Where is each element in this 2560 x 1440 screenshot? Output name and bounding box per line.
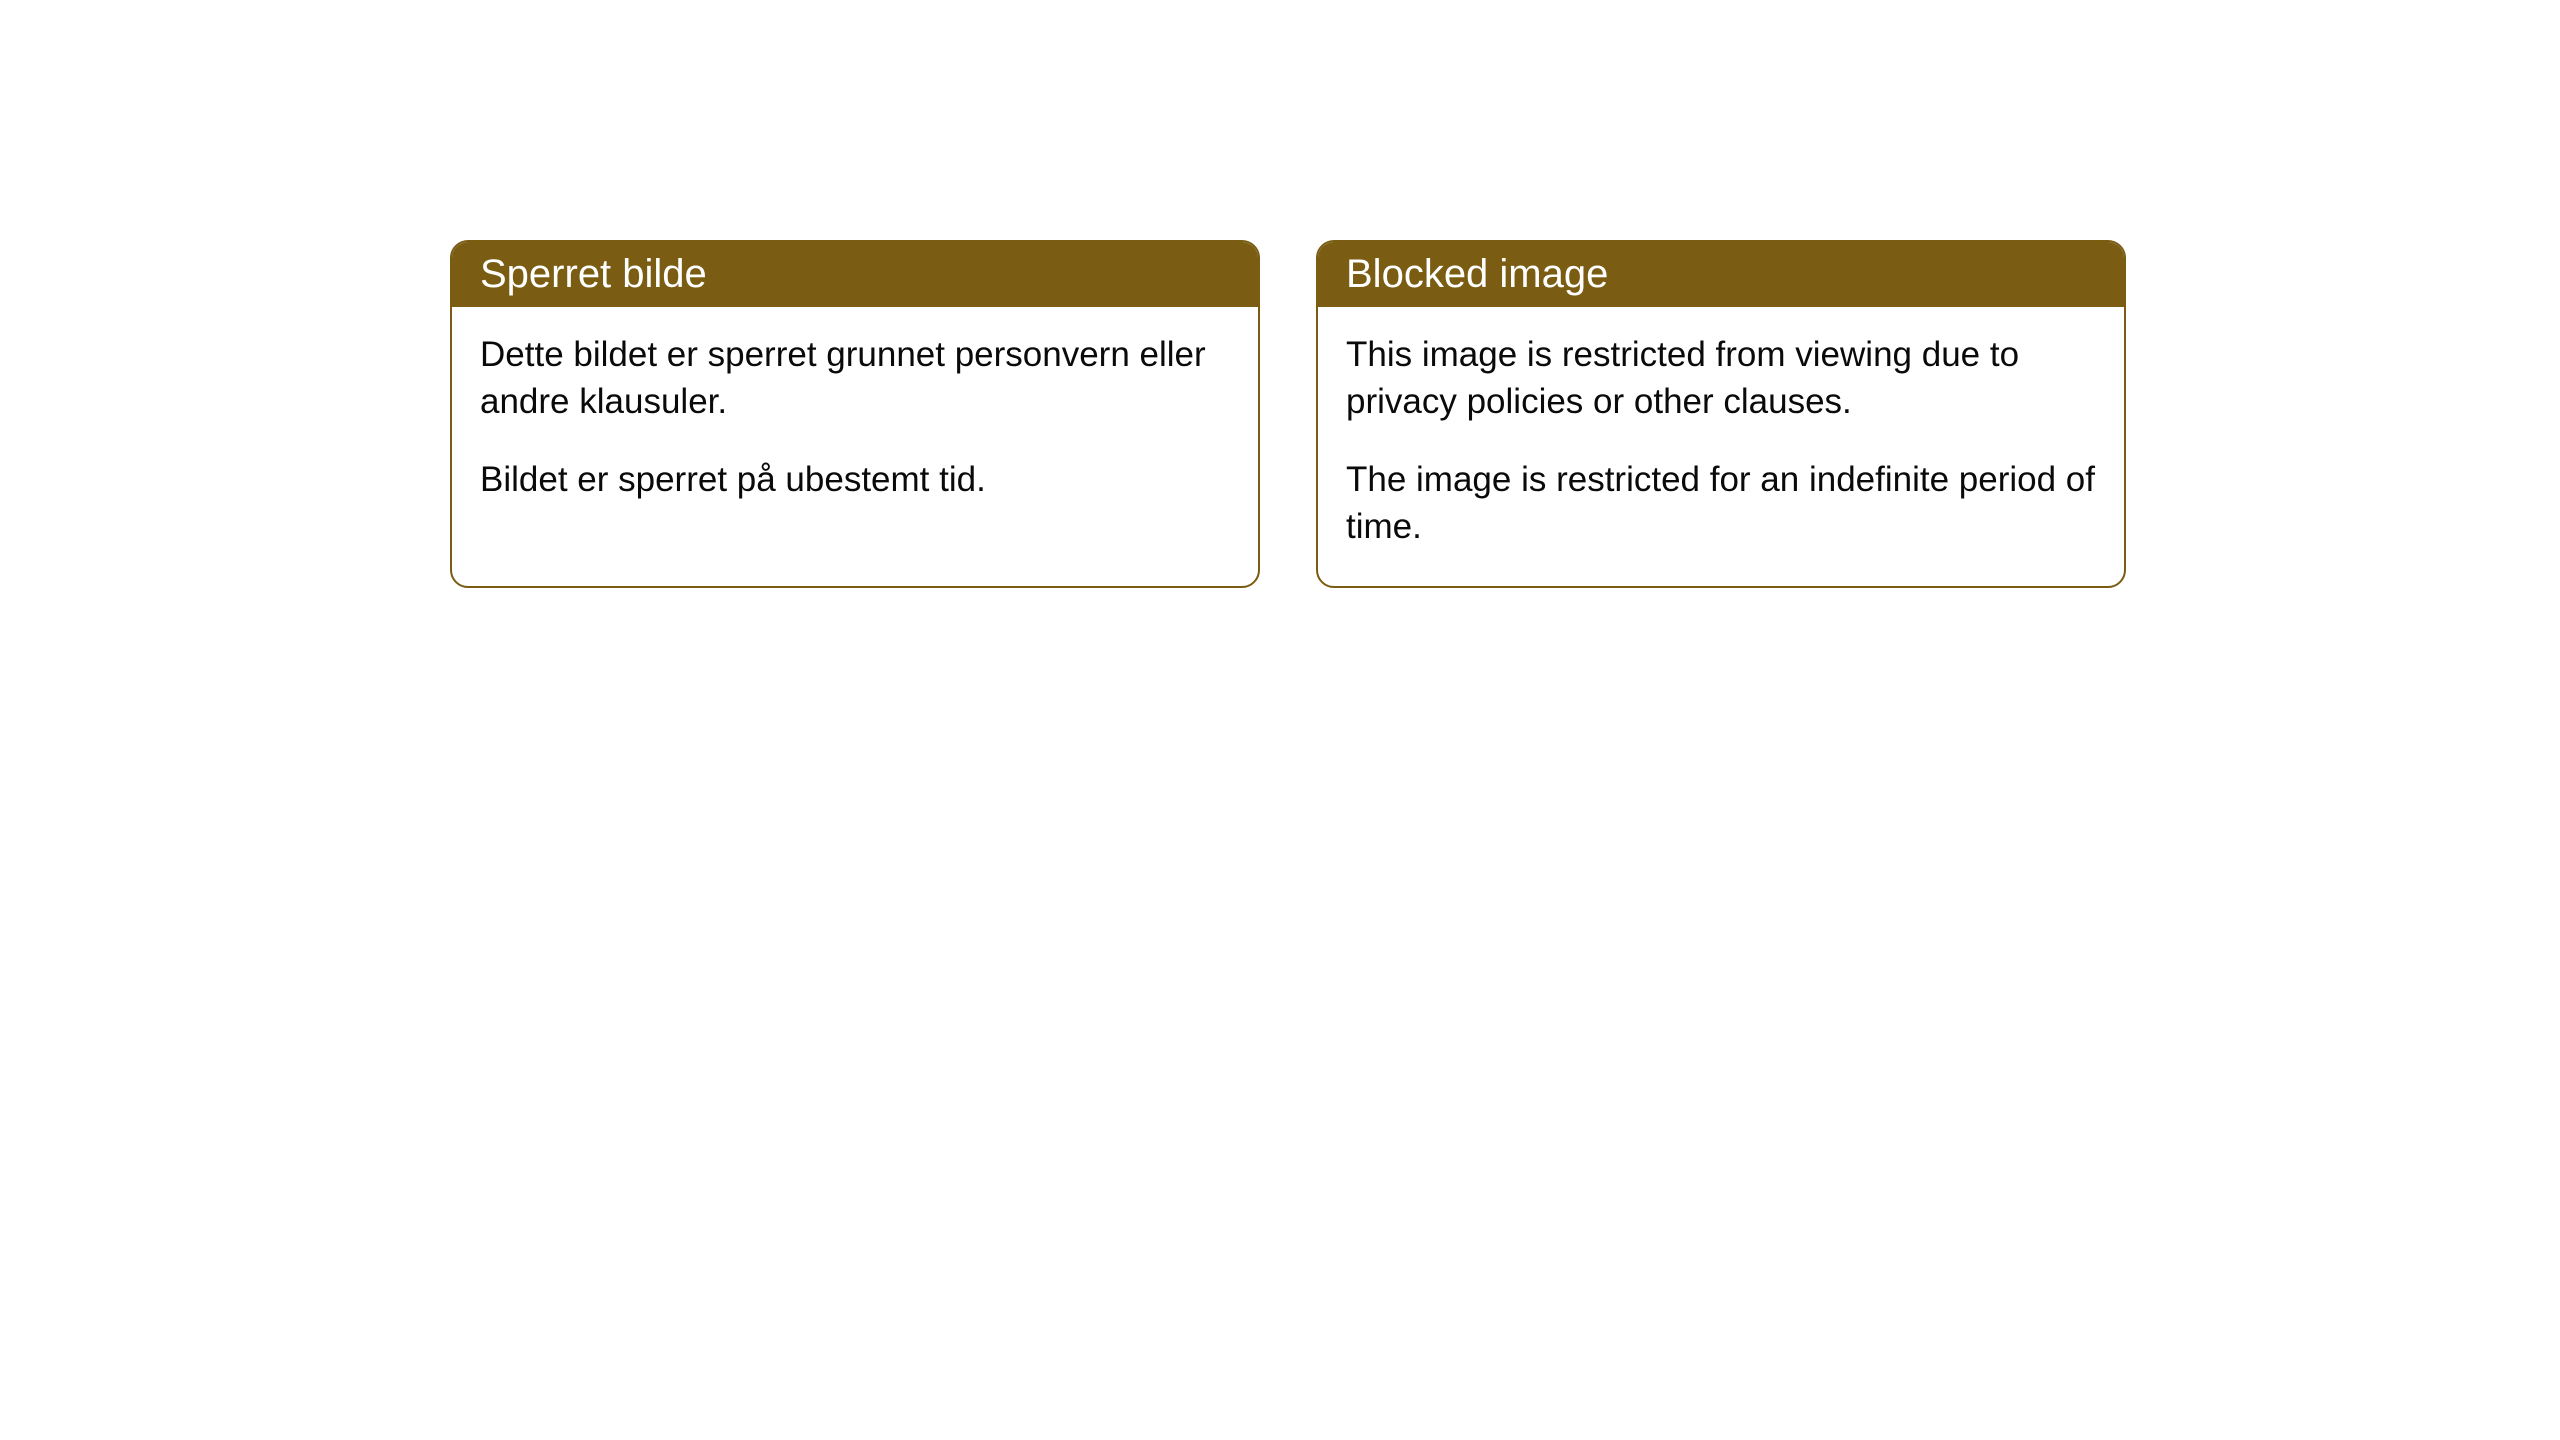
notice-cards-container: Sperret bilde Dette bildet er sperret gr…: [450, 240, 2126, 588]
notice-card-norwegian: Sperret bilde Dette bildet er sperret gr…: [450, 240, 1260, 588]
card-paragraph: This image is restricted from viewing du…: [1346, 331, 2096, 426]
notice-card-english: Blocked image This image is restricted f…: [1316, 240, 2126, 588]
card-title: Blocked image: [1346, 252, 1608, 296]
card-title: Sperret bilde: [480, 252, 707, 296]
card-body: Dette bildet er sperret grunnet personve…: [452, 307, 1258, 539]
card-paragraph: Dette bildet er sperret grunnet personve…: [480, 331, 1230, 426]
card-paragraph: The image is restricted for an indefinit…: [1346, 456, 2096, 551]
card-header: Blocked image: [1318, 242, 2124, 307]
card-header: Sperret bilde: [452, 242, 1258, 307]
card-paragraph: Bildet er sperret på ubestemt tid.: [480, 456, 1230, 503]
card-body: This image is restricted from viewing du…: [1318, 307, 2124, 586]
